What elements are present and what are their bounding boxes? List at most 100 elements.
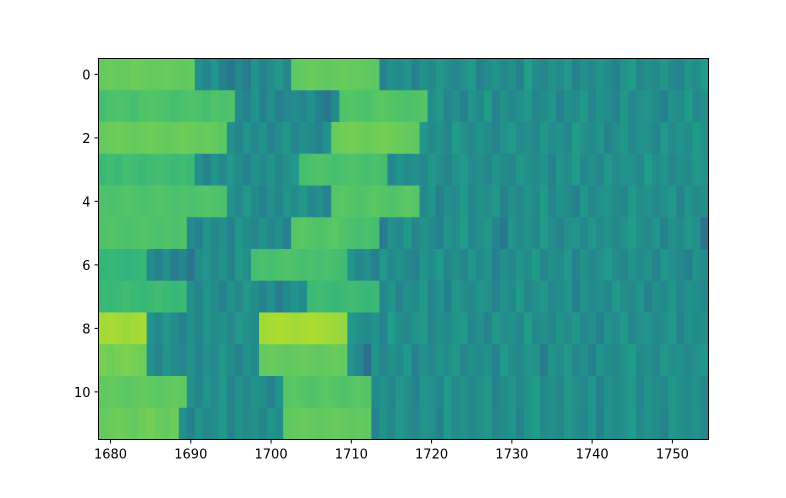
heatmap-cell xyxy=(459,153,469,186)
heatmap-cell xyxy=(612,344,621,377)
heatmap-cell xyxy=(170,153,180,186)
heatmap-cell xyxy=(283,90,292,123)
heatmap-cell xyxy=(178,280,188,313)
heatmap-cell xyxy=(138,312,148,345)
heatmap-cell xyxy=(539,90,549,123)
heatmap-cell xyxy=(106,58,115,91)
heatmap-cell xyxy=(291,90,300,123)
heatmap-cell xyxy=(620,376,629,409)
heatmap-cell xyxy=(700,344,709,377)
heatmap-cell xyxy=(315,153,324,186)
heatmap-cell xyxy=(684,376,693,409)
heatmap-cell xyxy=(130,407,140,440)
heatmap-cell xyxy=(259,153,268,186)
heatmap-cell xyxy=(515,185,525,218)
heatmap-cell xyxy=(186,280,196,313)
heatmap-cell xyxy=(515,280,525,313)
heatmap-cell xyxy=(218,217,228,250)
heatmap-cell xyxy=(267,217,276,250)
heatmap-cell xyxy=(419,58,428,91)
heatmap-cell xyxy=(572,58,581,91)
heatmap-cell xyxy=(483,280,493,313)
heatmap-cell xyxy=(636,153,645,186)
heatmap-cell xyxy=(114,344,123,377)
heatmap-cell xyxy=(692,185,701,218)
heatmap-cell xyxy=(379,344,388,377)
heatmap-cell xyxy=(491,153,501,186)
heatmap-cell xyxy=(339,122,348,155)
heatmap-cell xyxy=(435,185,445,218)
heatmap-cell xyxy=(620,58,629,91)
heatmap-cell xyxy=(242,344,252,377)
heatmap-cell xyxy=(652,280,661,313)
heatmap-cell xyxy=(387,312,396,345)
heatmap-cell xyxy=(499,376,509,409)
heatmap-cell xyxy=(628,280,637,313)
heatmap-cell xyxy=(122,280,132,313)
heatmap-cell xyxy=(170,217,180,250)
heatmap-cell xyxy=(315,312,324,345)
heatmap-cell xyxy=(291,122,300,155)
heatmap-cell xyxy=(419,122,428,155)
heatmap-cell xyxy=(620,312,629,345)
heatmap-cell xyxy=(483,58,493,91)
heatmap-cell xyxy=(483,153,493,186)
heatmap-cell xyxy=(267,90,276,123)
heatmap-cell xyxy=(475,153,485,186)
heatmap-cell xyxy=(564,280,573,313)
heatmap-cell xyxy=(283,122,292,155)
heatmap-cell xyxy=(483,407,493,440)
heatmap-cell xyxy=(218,185,228,218)
heatmap-cell xyxy=(218,280,228,313)
heatmap-cell xyxy=(138,376,148,409)
heatmap-cell xyxy=(604,185,613,218)
y-tick-label: 4 xyxy=(82,195,90,210)
heatmap-cell xyxy=(523,122,533,155)
heatmap-cell xyxy=(467,153,477,186)
heatmap-cell xyxy=(596,217,605,250)
heatmap-cell xyxy=(628,344,637,377)
heatmap-cell xyxy=(315,58,324,91)
heatmap-cell xyxy=(162,407,172,440)
x-tick-label: 1740 xyxy=(576,448,609,463)
heatmap-cell xyxy=(299,344,308,377)
heatmap-cell xyxy=(523,312,533,345)
heatmap-cell xyxy=(612,376,621,409)
heatmap-cell xyxy=(652,153,661,186)
heatmap-cell xyxy=(499,90,509,123)
heatmap-cell xyxy=(122,185,132,218)
heatmap-cell xyxy=(491,344,501,377)
heatmap-cell xyxy=(403,185,412,218)
heatmap-cell xyxy=(539,153,549,186)
heatmap-cell xyxy=(435,90,445,123)
heatmap-cell xyxy=(620,407,629,440)
heatmap-cell xyxy=(491,376,501,409)
heatmap-cell xyxy=(572,153,581,186)
heatmap-cell xyxy=(523,344,533,377)
heatmap-cell xyxy=(283,185,292,218)
heatmap-cell xyxy=(130,312,140,345)
heatmap-cell xyxy=(676,376,685,409)
heatmap-cell xyxy=(660,90,669,123)
heatmap-cell xyxy=(700,249,709,282)
heatmap-cell xyxy=(459,58,469,91)
heatmap-cell xyxy=(299,407,308,440)
heatmap-cell xyxy=(178,217,188,250)
heatmap-cell xyxy=(604,217,613,250)
heatmap-cell xyxy=(291,344,300,377)
heatmap-cell xyxy=(660,153,669,186)
heatmap-cell xyxy=(467,122,477,155)
heatmap-cell xyxy=(339,312,348,345)
heatmap-cell xyxy=(427,122,437,155)
heatmap-cell xyxy=(483,90,493,123)
heatmap-cell xyxy=(451,58,461,91)
heatmap-cell xyxy=(475,217,485,250)
heatmap-cell xyxy=(572,185,581,218)
heatmap-cell xyxy=(186,344,196,377)
heatmap-cell xyxy=(700,280,709,313)
heatmap-cell xyxy=(234,122,244,155)
heatmap-cell xyxy=(604,153,613,186)
heatmap-cell xyxy=(130,185,140,218)
heatmap-cell xyxy=(604,407,613,440)
heatmap-cell xyxy=(162,344,172,377)
